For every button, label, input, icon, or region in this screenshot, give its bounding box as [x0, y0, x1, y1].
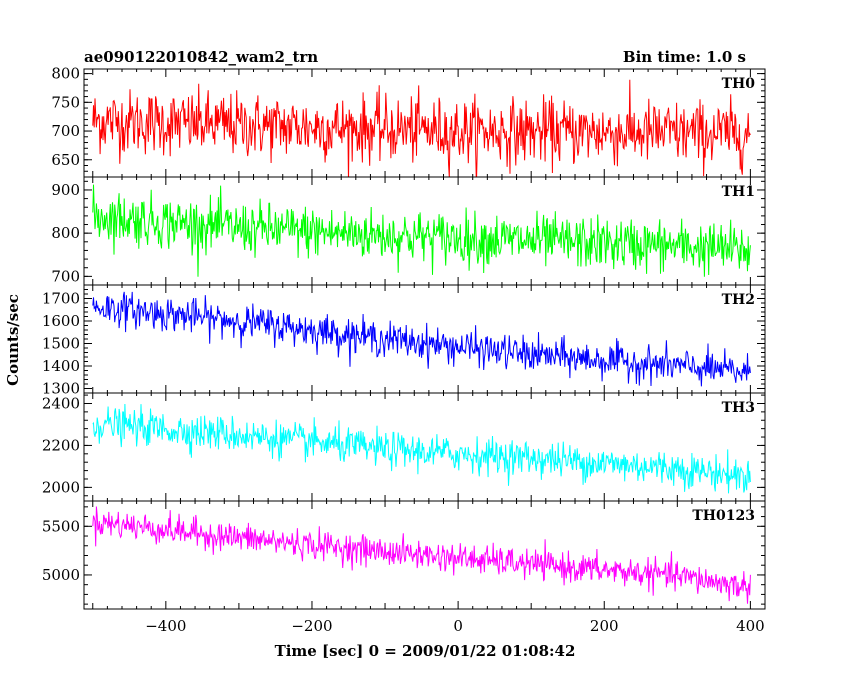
x-axis-title: Time [sec] 0 = 2009/01/22 01:08:42 — [275, 642, 576, 660]
chart-title-right: Bin time: 1.0 s — [623, 48, 746, 66]
y-tick-label: 700 — [51, 267, 80, 285]
x-axis: −400 −200 0 200 400 — [145, 617, 764, 635]
panel-frame — [83, 392, 766, 502]
y-tick-label: 2400 — [42, 394, 80, 412]
series-line-th3 — [92, 403, 751, 494]
y-tick-label: 800 — [51, 65, 80, 83]
panel-th3: 2000 2200 2400 TH3 — [42, 392, 766, 502]
y-tick-label: 5500 — [42, 517, 80, 535]
y-tick-label: 700 — [51, 122, 80, 140]
panel-label-th1: TH1 — [722, 184, 755, 200]
panel-label-th0123: TH0123 — [692, 508, 755, 524]
series-line-th0123 — [92, 506, 751, 604]
panel-th0123: 5000 5500 TH0123 — [42, 500, 766, 610]
series-line-th1 — [92, 184, 751, 277]
panel-label-th3: TH3 — [722, 400, 755, 416]
y-tick-label: 1700 — [42, 290, 80, 308]
y-tick-label: 900 — [51, 181, 80, 199]
y-tick-label: 1300 — [42, 380, 80, 398]
y-tick-label: 1600 — [42, 312, 80, 330]
y-axis-title: Counts/sec — [4, 294, 22, 386]
x-tick-label: −400 — [145, 617, 186, 635]
y-tick-label: 750 — [51, 93, 80, 111]
y-tick-label: 1400 — [42, 357, 80, 375]
series-line-th2 — [92, 291, 751, 387]
y-tick-label: 2200 — [42, 436, 80, 454]
y-tick-label: 2000 — [42, 478, 80, 496]
series-line-th0 — [92, 79, 751, 177]
panel-th0: 650 700 750 800 TH0 — [51, 65, 766, 178]
chart-title-left: ae090122010842_wam2_trn — [84, 48, 318, 66]
x-tick-label: 400 — [736, 617, 765, 635]
panel-th1: 700 800 900 TH1 — [51, 176, 766, 286]
panel-th2: 1300 1400 1500 1600 1700 TH2 — [42, 284, 766, 398]
panel-frame — [83, 284, 766, 394]
y-tick-label: 650 — [51, 151, 80, 169]
panel-label-th2: TH2 — [722, 292, 755, 308]
panel-frame — [83, 500, 766, 610]
y-tick-label: 800 — [51, 224, 80, 242]
y-tick-label: 5000 — [42, 566, 80, 584]
panel-label-th0: TH0 — [722, 76, 756, 92]
x-tick-label: −200 — [291, 617, 332, 635]
x-tick-label: 200 — [590, 617, 619, 635]
x-tick-label: 0 — [453, 617, 463, 635]
y-tick-label: 1500 — [42, 335, 80, 353]
